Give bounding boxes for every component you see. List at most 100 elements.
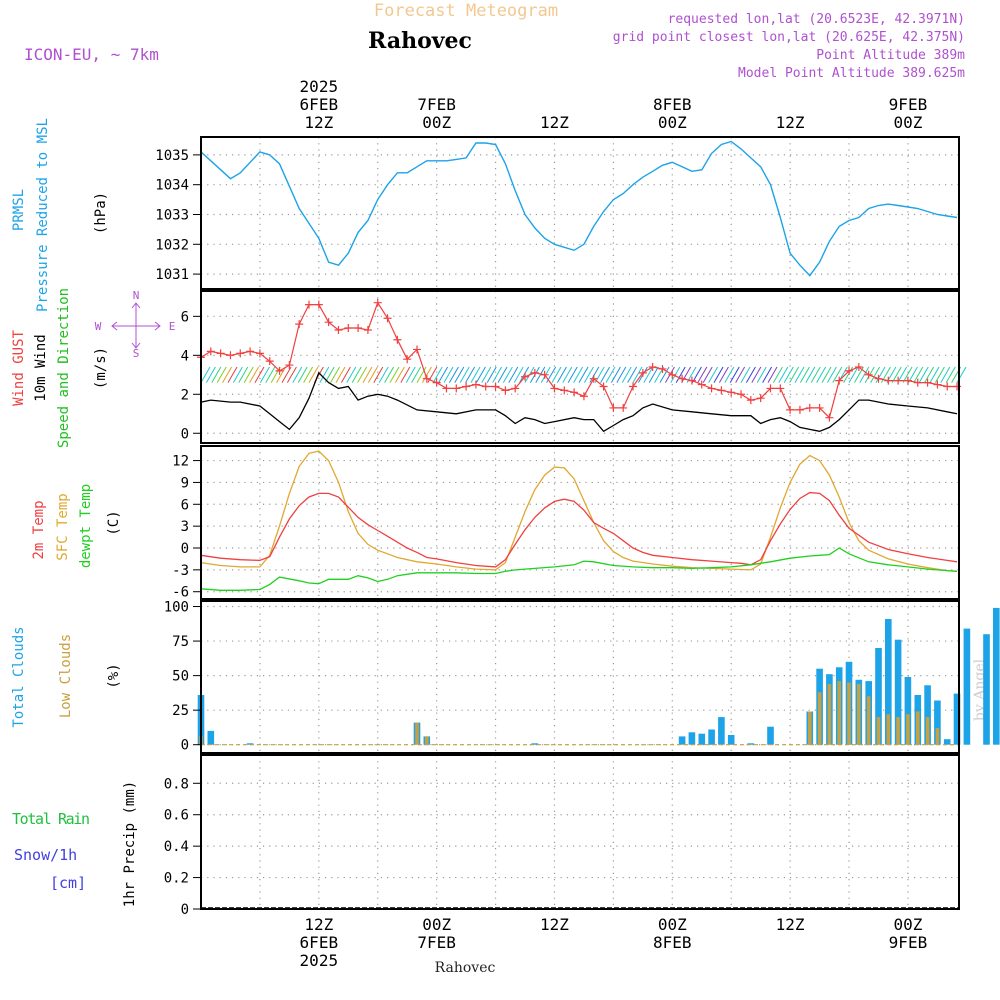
total-cloud-bar bbox=[246, 743, 254, 745]
low-cloud-bar bbox=[916, 711, 920, 745]
data-layer bbox=[197, 140, 1000, 909]
wind-barb bbox=[265, 366, 276, 383]
ytick-label: 4 bbox=[181, 348, 189, 364]
wind-barb bbox=[281, 366, 292, 383]
low-cloud-bar bbox=[925, 717, 930, 745]
top-time-label: 12Z bbox=[304, 113, 333, 132]
total-cloud-bar bbox=[727, 735, 735, 745]
wind-barb bbox=[918, 366, 929, 383]
wind-gust-marker bbox=[766, 384, 775, 393]
wind-barb bbox=[319, 366, 330, 383]
wind-gust-marker bbox=[864, 370, 873, 379]
dewpt-line bbox=[200, 547, 958, 591]
wind-barb bbox=[713, 366, 724, 383]
top-time-label: 7FEB bbox=[417, 95, 456, 114]
total-cloud-bar bbox=[718, 717, 725, 745]
wind-barb bbox=[600, 366, 611, 383]
wind-gust-marker bbox=[206, 347, 215, 356]
wind-barb bbox=[556, 366, 567, 383]
wind-gust-marker bbox=[707, 384, 716, 393]
wind-barb bbox=[367, 366, 378, 383]
wind-barb bbox=[821, 366, 832, 383]
wind-gust-marker bbox=[874, 374, 883, 383]
wind-barb bbox=[891, 366, 902, 383]
bottom-time-label: 6FEB bbox=[300, 933, 339, 952]
wind-gust-marker bbox=[403, 355, 412, 364]
wind-gust-marker bbox=[373, 298, 382, 307]
wind-barb bbox=[908, 366, 918, 383]
low-cloud-bar bbox=[896, 717, 900, 745]
panel-frame bbox=[200, 445, 960, 600]
compass-s: S bbox=[133, 347, 140, 360]
wind-barb bbox=[583, 366, 594, 383]
wind-barb bbox=[816, 366, 827, 383]
wind-barb bbox=[767, 366, 778, 383]
temp-label-dewpt: dewpt Temp bbox=[78, 484, 94, 568]
pressure-label-1: PRMSL bbox=[11, 189, 27, 231]
model-name: ICON-EU, ~ 7km bbox=[24, 45, 159, 64]
wind-10m-line bbox=[200, 371, 958, 433]
wind-gust-marker bbox=[756, 394, 765, 403]
wind-barb bbox=[805, 366, 816, 383]
wind-barb bbox=[357, 366, 368, 383]
wind-barb bbox=[778, 366, 789, 383]
wind-gust-marker bbox=[648, 363, 657, 371]
compass-e: E bbox=[169, 320, 176, 333]
wind-barb bbox=[405, 366, 416, 383]
footer-location: Rahovec bbox=[435, 960, 496, 976]
temp-unit: (C) bbox=[106, 510, 122, 535]
wind-gust-line bbox=[200, 301, 957, 419]
wind-gust-marker bbox=[246, 347, 255, 356]
wind-barb bbox=[346, 366, 357, 383]
total-cloud-bar bbox=[885, 619, 892, 745]
wind-barb bbox=[573, 366, 584, 383]
ytick-label: 0.6 bbox=[164, 808, 189, 824]
wind-barb bbox=[373, 366, 384, 383]
wind-gust-marker bbox=[354, 324, 363, 333]
wind-barb bbox=[254, 366, 265, 383]
wind-labels: Wind GUST 10m Wind Speed and Direction (… bbox=[11, 288, 175, 448]
wind-gust-marker bbox=[845, 366, 854, 375]
wind-barb bbox=[789, 366, 800, 383]
wind-barb bbox=[416, 366, 427, 383]
wind-barb bbox=[929, 366, 940, 383]
wind-barb bbox=[551, 366, 562, 383]
wind-barb bbox=[232, 366, 243, 383]
wind-barb bbox=[772, 366, 783, 383]
wind-gust-marker bbox=[471, 380, 480, 389]
ytick-label: 3 bbox=[181, 519, 189, 535]
top-time-label: 2025 bbox=[300, 77, 339, 96]
wind-barb bbox=[826, 366, 837, 383]
ytick-label: 50 bbox=[172, 669, 189, 685]
wind-gust-marker bbox=[550, 384, 559, 393]
wind-gust-marker bbox=[216, 349, 225, 358]
wind-barb bbox=[270, 366, 281, 383]
wind-barb bbox=[578, 366, 589, 383]
temp-label-sfc: SFC Temp bbox=[55, 493, 71, 560]
ytick-label: 0.2 bbox=[164, 871, 189, 887]
bottom-time-label: 00Z bbox=[422, 915, 451, 934]
low-cloud-bar bbox=[827, 683, 832, 745]
precip-labels: Total Rain Snow/1h [cm] 1hr Precip (mm) bbox=[12, 781, 138, 907]
wind-barb bbox=[513, 366, 524, 383]
cloud-labels: Total Clouds Low Clouds (%) bbox=[11, 626, 122, 727]
wind-barb bbox=[832, 366, 843, 383]
wind-gust-marker bbox=[619, 403, 628, 412]
wind-gust-marker bbox=[462, 382, 471, 391]
precip-label-rain: Total Rain bbox=[12, 810, 90, 828]
ytick-label: 9 bbox=[181, 475, 189, 491]
wind-gust-marker bbox=[393, 335, 402, 344]
total-cloud-bar bbox=[963, 628, 971, 745]
wind-gust-marker bbox=[687, 376, 696, 385]
low-cloud-bar bbox=[866, 696, 871, 745]
compass-n: N bbox=[133, 289, 140, 302]
wind-barb bbox=[308, 366, 319, 383]
wind-barb bbox=[848, 366, 859, 383]
wind-gust-marker bbox=[481, 382, 490, 391]
point-altitude: Point Altitude 389m bbox=[816, 48, 965, 63]
wind-barb bbox=[745, 366, 756, 383]
top-time-label: 00Z bbox=[422, 113, 451, 132]
panel-frame bbox=[200, 290, 960, 444]
wind-gust-marker bbox=[422, 374, 431, 383]
